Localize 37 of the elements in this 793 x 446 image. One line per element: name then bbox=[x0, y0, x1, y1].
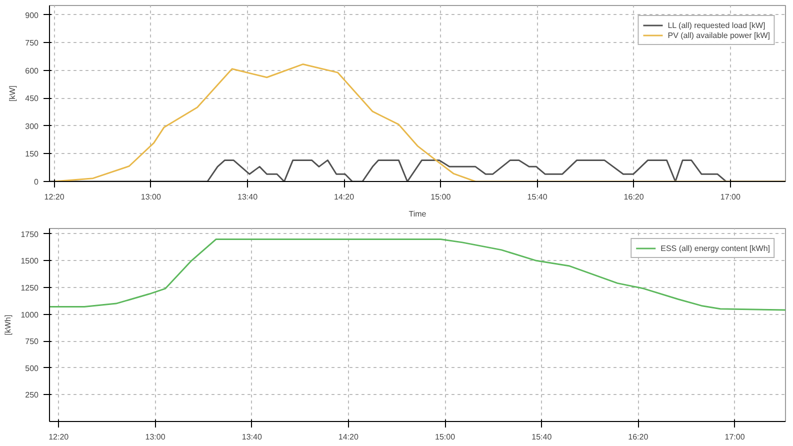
x-tick-label: 15:00 bbox=[430, 192, 452, 202]
y-tick-label: 900 bbox=[25, 10, 40, 20]
y-tick-label: 1250 bbox=[20, 283, 40, 292]
y-tick-label: 150 bbox=[25, 150, 40, 159]
x-tick-label: 17:00 bbox=[720, 192, 742, 202]
y-tick-label: 250 bbox=[25, 390, 40, 400]
x-tick-label: 16:20 bbox=[624, 192, 644, 202]
x-tick-label: 15:00 bbox=[435, 432, 456, 442]
y-tick-label: 450 bbox=[25, 94, 40, 104]
legend-label: PV (all) available power [kW] bbox=[668, 30, 770, 40]
x-tick-label: 14:20 bbox=[338, 432, 359, 442]
x-tick-label: 13:40 bbox=[238, 192, 258, 202]
line-series bbox=[50, 238, 786, 311]
y-tick-label: 600 bbox=[25, 66, 40, 76]
legend-label: ESS (all) energy content [kWh] bbox=[660, 243, 770, 253]
y-tick-label: 1750 bbox=[20, 230, 40, 239]
y-tick-label: 0 bbox=[34, 178, 40, 186]
x-tick-label: 15:40 bbox=[527, 192, 548, 202]
x-tick-label: 13:00 bbox=[145, 432, 166, 442]
x-tick-label: 15:40 bbox=[532, 432, 552, 442]
x-tick-label: 13:40 bbox=[242, 432, 262, 442]
x-tick-label: 16:20 bbox=[628, 432, 649, 442]
y-tick-label: 500 bbox=[25, 364, 40, 373]
x-tick-label: 12:20 bbox=[44, 192, 65, 202]
y-axis-title: [kWh] bbox=[4, 314, 13, 336]
y-tick-label: 1500 bbox=[20, 256, 40, 266]
legend-label: LL (all) requested load [kW] bbox=[668, 20, 766, 30]
y-axis-title: [kW] bbox=[8, 86, 18, 102]
y-tick-label: 300 bbox=[25, 122, 40, 131]
x-tick-label: 17:00 bbox=[724, 432, 746, 442]
x-tick-label: 12:20 bbox=[48, 432, 70, 442]
x-axis-title: Time bbox=[408, 210, 427, 218]
y-tick-label: 1000 bbox=[20, 310, 40, 320]
y-tick-label: 750 bbox=[25, 337, 40, 346]
x-tick-label: 13:00 bbox=[140, 192, 162, 202]
y-tick-label: 750 bbox=[25, 38, 40, 48]
x-tick-label: 14:20 bbox=[334, 192, 355, 202]
